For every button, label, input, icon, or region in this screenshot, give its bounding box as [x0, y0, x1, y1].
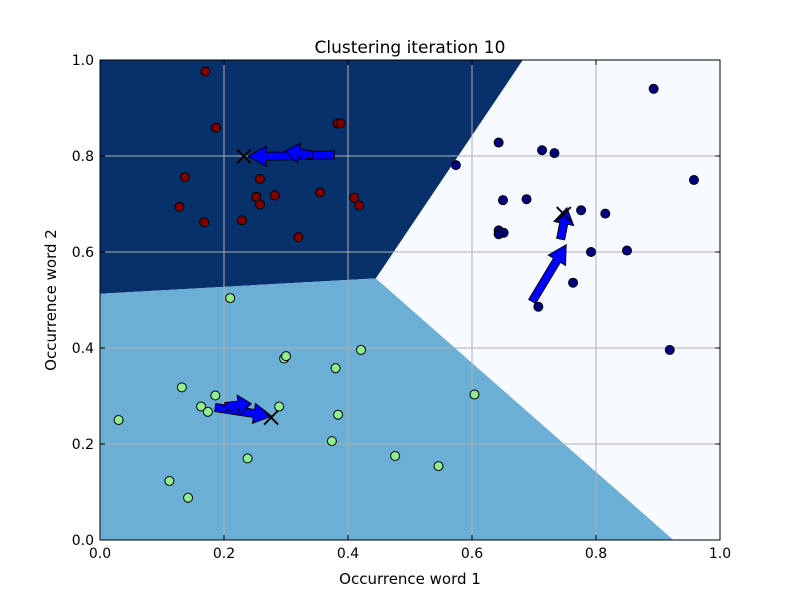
data-point-0-0 [200, 66, 211, 77]
data-point-2-2 [281, 351, 291, 362]
y-tick-label: 1.0 [72, 53, 94, 69]
centroid-markers [236, 148, 572, 426]
data-point-0-6 [174, 201, 185, 212]
data-point-1-9 [600, 208, 611, 219]
data-point-1-7 [521, 194, 532, 205]
data-point-1-0 [648, 83, 659, 94]
data-point-1-3 [537, 145, 548, 156]
y-axis-title: Occurrence word 2 [42, 229, 60, 371]
x-tick-label: 0.4 [337, 546, 359, 562]
centroid-arrow-1 [284, 142, 314, 164]
data-point-2-12 [113, 415, 124, 425]
data-point-1-6 [498, 195, 508, 206]
data-point-1-17 [664, 344, 675, 355]
data-point-1-1 [493, 137, 504, 148]
data-point-0-8 [269, 190, 280, 201]
data-point-0-14 [236, 215, 247, 226]
data-point-2-3 [356, 344, 367, 355]
data-point-2-15 [242, 453, 253, 464]
plot-frame [99, 59, 721, 541]
data-point-0-10 [349, 192, 360, 203]
y-tick-label: 0.8 [72, 149, 94, 165]
axis-ticks: 0.00.0 0.2 0.2 0.4 0.4 0.6 0.6 0.8 0.8 1.0 1.0 [72, 53, 731, 562]
data-point-0-1 [210, 122, 221, 133]
region-1 [100, 278, 674, 540]
data-point-2-7 [196, 401, 207, 412]
data-point-2-9 [274, 401, 285, 412]
data-point-2-16 [433, 461, 444, 472]
centroid-marker-stroke [263, 409, 279, 426]
decision-regions [100, 60, 720, 540]
x-tick-label: 1.0 [709, 546, 731, 562]
data-point-1-14 [622, 245, 632, 256]
data-point-1-4 [549, 148, 560, 159]
x-tick-label: 0.6 [461, 546, 483, 562]
data-point-0-3 [335, 118, 346, 129]
data-point-2-18 [183, 492, 194, 503]
centroid-marker-2 [263, 409, 279, 426]
centroid-marker-stroke [556, 206, 572, 222]
data-point-0-15 [293, 232, 304, 243]
data-point-0-5 [254, 174, 265, 185]
data-point-2-13 [326, 436, 337, 447]
centroid-arrows [214, 142, 575, 425]
data-point-2-8 [202, 406, 213, 417]
data-point-2-11 [469, 389, 480, 400]
x-tick-label: 0.2 [213, 546, 235, 562]
data-point-1-13 [586, 247, 597, 257]
data-point-0-11 [254, 199, 265, 210]
data-point-0-4 [179, 172, 190, 183]
data-point-2-17 [164, 475, 175, 486]
data-point-1-2 [450, 160, 461, 171]
region-0 [100, 60, 523, 294]
y-tick-label: 0.6 [72, 245, 94, 261]
x-axis-title: Occurrence word 1 [339, 570, 481, 588]
x-tick-label: 0.0 [89, 546, 111, 562]
data-point-2-14 [390, 451, 401, 461]
centroid-marker-0 [236, 148, 252, 165]
data-point-0-13 [199, 217, 210, 228]
data-point-1-15 [568, 277, 579, 288]
data-point-2-0 [225, 293, 236, 304]
y-tick-label: 0.2 [72, 437, 94, 453]
centroid-arrow-5 [224, 394, 253, 417]
data-points [113, 66, 699, 503]
region-2 [375, 60, 720, 540]
data-point-0-12 [354, 200, 365, 211]
x-tick-label: 0.8 [585, 546, 607, 562]
data-point-2-4 [330, 363, 341, 374]
y-tick-label: 0.0 [72, 533, 94, 549]
data-point-0-9 [315, 187, 326, 198]
centroid-arrow-2 [528, 243, 567, 305]
chart-title: Clustering iteration 10 [315, 38, 506, 58]
data-point-2-5 [176, 382, 187, 393]
centroid-arrow-3 [553, 206, 575, 241]
data-point-2-6 [210, 390, 221, 401]
data-point-2-10 [333, 409, 344, 420]
data-point-1-8 [576, 205, 587, 216]
data-point-1-12 [493, 229, 504, 240]
data-point-1-16 [533, 301, 544, 312]
data-point-1-5 [688, 175, 699, 185]
centroid-marker-stroke [236, 148, 252, 165]
centroid-marker-1 [556, 206, 572, 222]
y-tick-label: 0.4 [72, 341, 94, 357]
